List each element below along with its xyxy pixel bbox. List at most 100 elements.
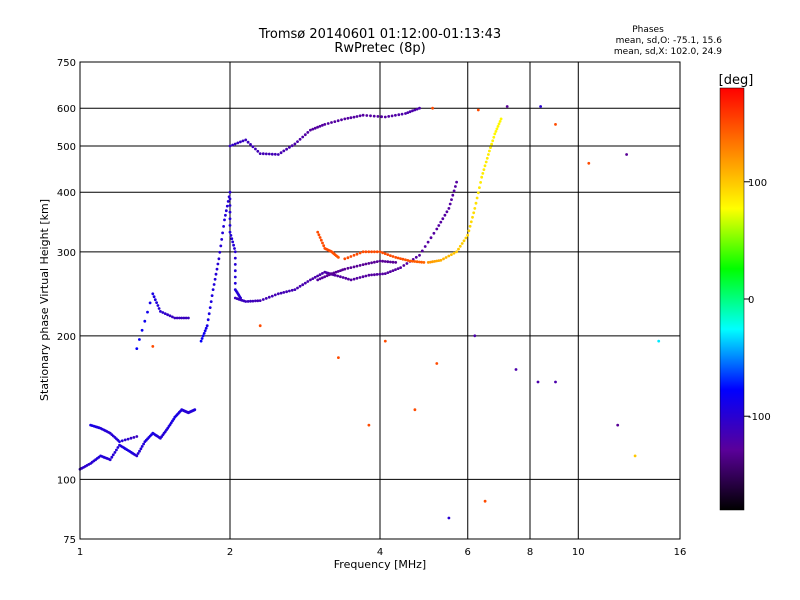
data-point [367, 250, 371, 254]
data-point [383, 272, 387, 275]
data-point [279, 291, 283, 295]
stats-line-x: mean, sd,X: 102.0, 24.9 [614, 47, 722, 57]
data-point [264, 152, 268, 156]
x-tick-label: 16 [674, 547, 687, 558]
data-point [370, 250, 373, 254]
data-point [244, 138, 248, 142]
data-point [358, 276, 362, 279]
data-point [397, 113, 401, 117]
data-point [230, 237, 234, 241]
data-point [233, 263, 237, 266]
data-point [135, 347, 139, 350]
data-point [411, 109, 414, 113]
data-point [490, 142, 493, 146]
data-point [431, 260, 434, 264]
colorbar-tick-label: 0 [748, 295, 754, 306]
scatter-point [625, 153, 628, 156]
data-point [405, 262, 409, 265]
x-tick-labels: 1 2 4 6 8 10 16 [77, 547, 687, 558]
data-point [306, 280, 310, 283]
data-point [399, 257, 402, 260]
data-point [464, 236, 468, 240]
data-point [187, 316, 190, 320]
data-point [228, 217, 232, 221]
data-point [306, 131, 310, 134]
data-point [155, 301, 159, 304]
data-point [182, 316, 186, 320]
data-point [279, 151, 283, 155]
data-point [135, 454, 139, 458]
data-point [228, 224, 232, 227]
data-point [233, 269, 237, 273]
scatter-point [367, 423, 371, 427]
data-point [498, 120, 502, 123]
scatter-point [337, 356, 340, 359]
data-point [349, 255, 353, 258]
data-point [420, 249, 424, 253]
scatter-point [554, 123, 557, 126]
data-point [290, 144, 294, 148]
data-point [256, 149, 260, 153]
data-point [233, 142, 237, 146]
data-point [343, 257, 347, 261]
data-point [383, 115, 387, 119]
data-point [402, 264, 406, 267]
scatter-point [151, 345, 155, 348]
data-point [378, 250, 382, 254]
data-point [296, 140, 299, 144]
colorbar-label: [deg] [719, 73, 754, 88]
stats-line-o: mean, sd,O: -75.1, 15.6 [616, 36, 723, 46]
data-point [400, 112, 404, 116]
data-point [404, 258, 407, 262]
stats-heading: Phases [632, 25, 664, 35]
data-point [135, 435, 139, 438]
data-point [408, 110, 412, 114]
data-point [455, 180, 458, 184]
data-point [340, 118, 343, 122]
data-point [118, 440, 121, 443]
data-point [231, 143, 235, 147]
data-point [355, 276, 359, 280]
data-point [370, 261, 373, 265]
data-point [232, 243, 236, 247]
data-point [333, 120, 337, 123]
data-point [389, 270, 392, 273]
data-point [228, 230, 232, 234]
data-point [228, 204, 232, 207]
data-point [293, 142, 297, 146]
data-point [381, 272, 384, 276]
data-point [214, 272, 218, 276]
data-point [321, 123, 324, 127]
data-point [394, 268, 397, 271]
scatter-point [536, 380, 540, 384]
data-point [249, 143, 252, 146]
data-point [435, 227, 439, 231]
data-point [136, 452, 140, 455]
data-point [129, 436, 133, 440]
data-point [349, 116, 353, 120]
data-point [276, 292, 280, 296]
data-point [231, 240, 235, 244]
data-point [229, 234, 233, 237]
data-point [378, 259, 382, 263]
data-point [228, 144, 232, 148]
x-tick-label: 4 [377, 547, 383, 558]
data-point [439, 220, 443, 224]
data-point [450, 253, 453, 256]
data-point [330, 272, 334, 275]
data-point [372, 114, 376, 118]
data-point [494, 130, 498, 133]
data-point [267, 152, 271, 156]
data-point [481, 172, 485, 175]
y-tick-labels: 75 100 200 300 400 500 600 750 [57, 58, 76, 546]
data-point [143, 319, 147, 323]
data-point [213, 277, 217, 281]
data-point [401, 257, 405, 261]
data-point [222, 225, 226, 228]
scatter-point [514, 368, 518, 371]
data-point [175, 316, 179, 320]
scatter-point [587, 161, 591, 165]
data-point [391, 260, 395, 264]
scatter-point [476, 108, 480, 112]
